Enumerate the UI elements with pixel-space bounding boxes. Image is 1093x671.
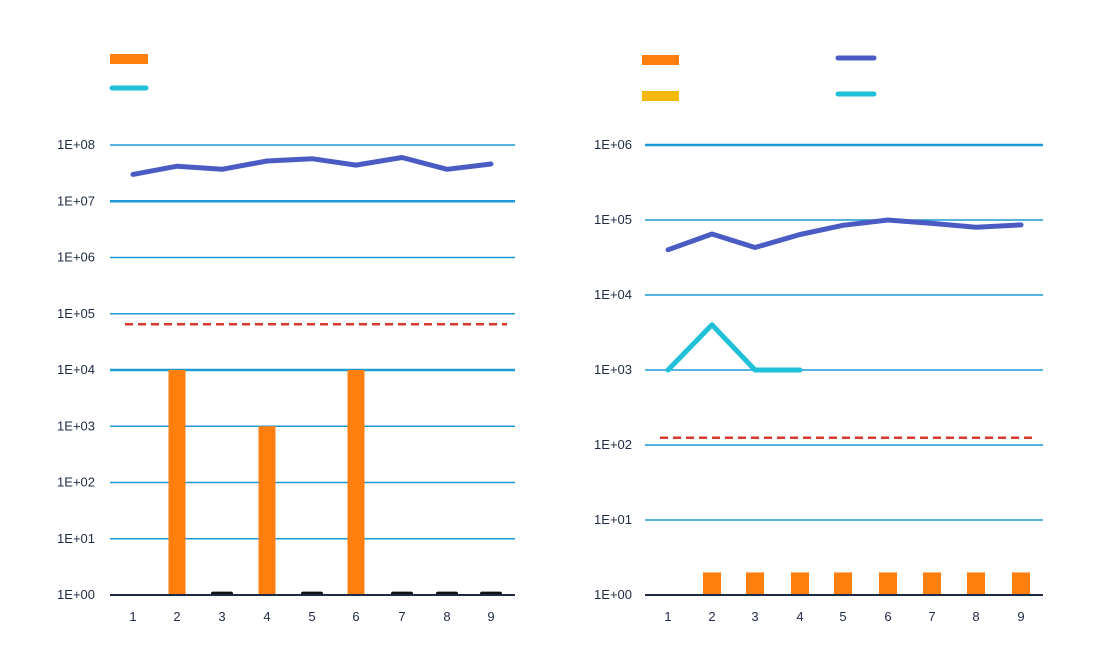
- bar: [746, 572, 764, 595]
- y-tick-label: 1E+08: [57, 137, 95, 152]
- x-tick-label: 8: [443, 609, 450, 624]
- x-tick-label: 5: [308, 609, 315, 624]
- x-tick-label: 8: [972, 609, 979, 624]
- x-tick-label: 3: [218, 609, 225, 624]
- y-tick-label: 1E+03: [57, 418, 95, 433]
- x-tick-label: 7: [928, 609, 935, 624]
- x-tick-label: 2: [708, 609, 715, 624]
- x-tick-label: 4: [263, 609, 270, 624]
- y-tick-label: 1E+06: [594, 137, 632, 152]
- y-tick-label: 1E+04: [594, 287, 632, 302]
- x-tick-label: 7: [398, 609, 405, 624]
- series-line-primary: [665, 217, 1024, 253]
- bar: [258, 426, 276, 595]
- y-tick-label: 1E+05: [594, 212, 632, 227]
- x-tick-label: 9: [487, 609, 494, 624]
- y-tick-label: 1E+05: [57, 306, 95, 321]
- bar: [1012, 572, 1030, 595]
- bar: [168, 370, 186, 595]
- y-tick-label: 1E+03: [594, 362, 632, 377]
- x-tick-label: 6: [884, 609, 891, 624]
- legend-swatch-bar: [642, 55, 679, 65]
- x-tick-label: 6: [352, 609, 359, 624]
- y-tick-label: 1E+02: [594, 437, 632, 452]
- x-tick-label: 5: [839, 609, 846, 624]
- x-tick-label: 3: [751, 609, 758, 624]
- y-tick-label: 1E+04: [57, 362, 95, 377]
- legend-swatch-bar: [642, 91, 679, 101]
- y-tick-label: 1E+01: [57, 531, 95, 546]
- y-tick-label: 1E+00: [594, 587, 632, 602]
- y-tick-label: 1E+07: [57, 193, 95, 208]
- y-tick-label: 1E+01: [594, 512, 632, 527]
- bar: [967, 572, 985, 595]
- y-tick-label: 1E+02: [57, 475, 95, 490]
- x-tick-label: 1: [129, 609, 136, 624]
- series-line-secondary: [665, 322, 803, 373]
- bar: [703, 572, 721, 595]
- y-tick-label: 1E+00: [57, 587, 95, 602]
- bar: [923, 572, 941, 595]
- legend-swatch-bar: [110, 54, 148, 64]
- x-tick-label: 4: [796, 609, 803, 624]
- x-tick-label: 9: [1017, 609, 1024, 624]
- chart-1: 1E+00 1E+01 1E+02 1E+03 1E+04 1E+05 1E+06 1E+07…: [57, 54, 515, 624]
- bar: [791, 572, 809, 595]
- chart-2: 1E+00 1E+01 1E+02 1E+03 1E+04 1E+05 1E+06 1 2 3 4 5…: [594, 55, 1043, 624]
- series-line-primary: [130, 155, 494, 177]
- bar: [834, 572, 852, 595]
- x-tick-label: 1: [664, 609, 671, 624]
- bar: [879, 572, 897, 595]
- bar: [347, 370, 365, 595]
- y-tick-label: 1E+06: [57, 250, 95, 265]
- x-tick-label: 2: [173, 609, 180, 624]
